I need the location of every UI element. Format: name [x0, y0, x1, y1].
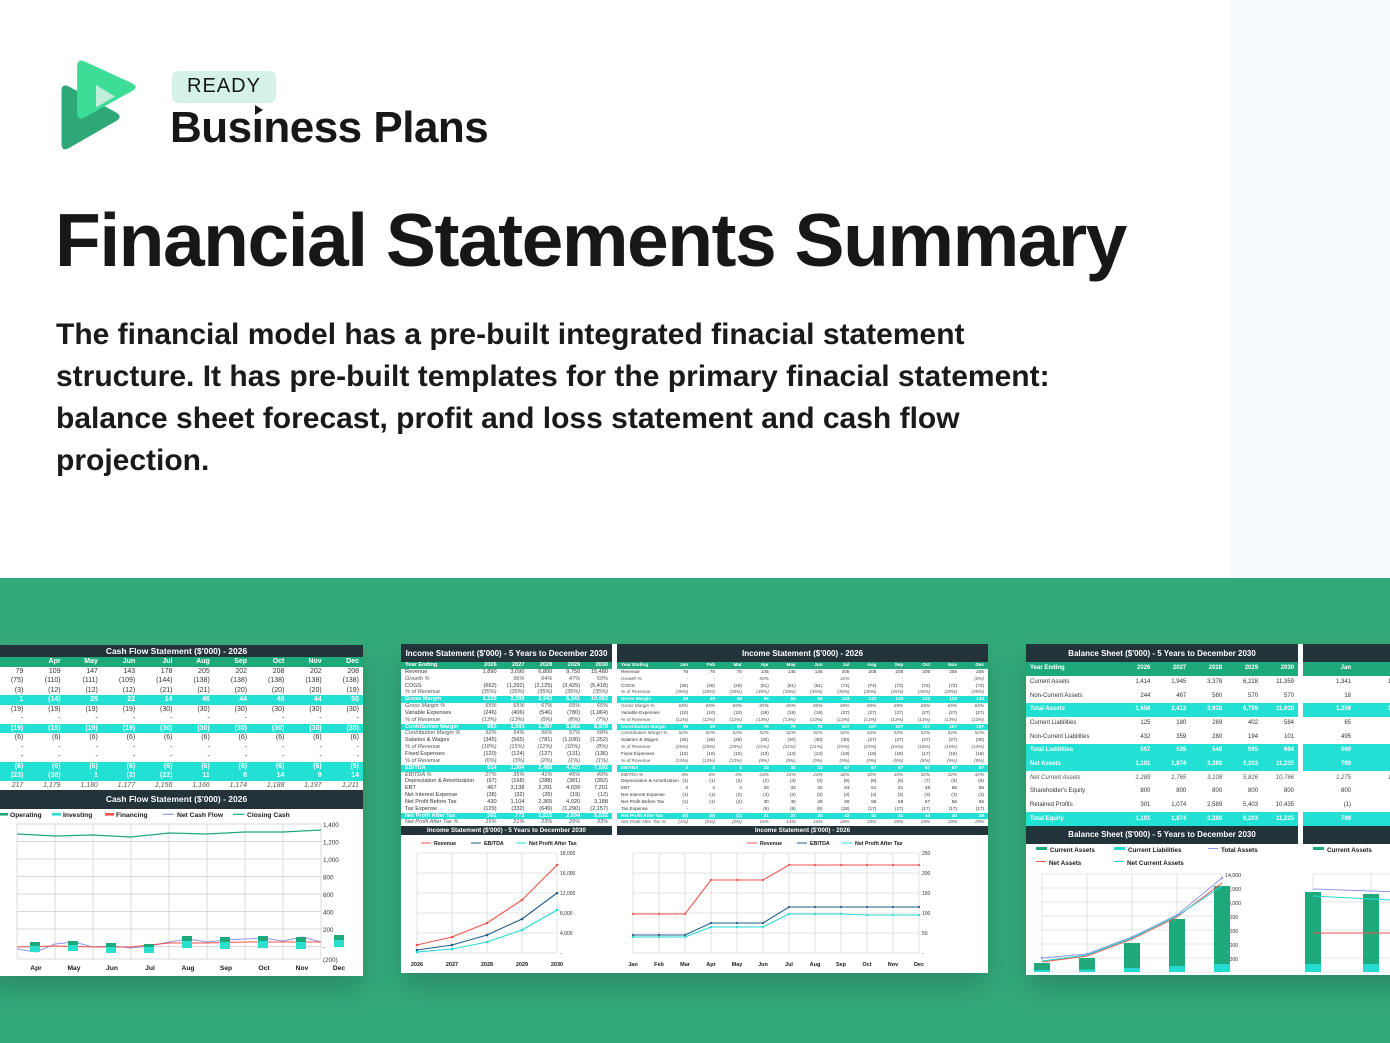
svg-text:400: 400 [323, 910, 334, 917]
svg-text:1,400: 1,400 [323, 822, 339, 829]
svg-text:18,000: 18,000 [560, 851, 576, 857]
svg-text:200: 200 [323, 927, 334, 934]
svg-text:Revenue: Revenue [434, 841, 456, 847]
svg-text:Net Assets: Net Assets [1049, 860, 1082, 867]
svg-text:Aug: Aug [182, 965, 195, 972]
svg-text:Nov: Nov [888, 962, 899, 968]
svg-text:4,000: 4,000 [560, 931, 573, 937]
svg-text:EBITDA: EBITDA [484, 841, 504, 847]
svg-text:800: 800 [323, 875, 334, 882]
svg-text:1,200: 1,200 [323, 840, 339, 847]
svg-text:Net Profit After Tax: Net Profit After Tax [855, 841, 903, 847]
svg-text:Feb: Feb [654, 962, 664, 968]
svg-text:Current Assets: Current Assets [1050, 847, 1095, 854]
svg-text:1,000: 1,000 [323, 857, 339, 864]
svg-text:2029: 2029 [516, 962, 528, 968]
svg-text:Aug: Aug [810, 962, 821, 968]
svg-text:Apr: Apr [30, 965, 42, 972]
svg-text:Jun: Jun [106, 965, 118, 972]
svg-text:Dec: Dec [914, 962, 924, 968]
svg-text:Total Assets: Total Assets [1221, 847, 1258, 854]
svg-text:Financing: Financing [116, 812, 148, 819]
svg-text:Closing Cash: Closing Cash [247, 812, 290, 819]
svg-text:Operating: Operating [10, 812, 42, 819]
svg-text:16,000: 16,000 [560, 871, 576, 877]
svg-text:Investing: Investing [63, 812, 92, 819]
svg-text:-: - [560, 951, 562, 957]
svg-text:Jan: Jan [628, 962, 638, 968]
svg-text:2026: 2026 [411, 962, 423, 968]
svg-text:Current Liabilities: Current Liabilities [1128, 847, 1182, 854]
svg-text:14,000: 14,000 [1225, 873, 1241, 879]
svg-text:May: May [67, 965, 80, 972]
svg-text:Jun: Jun [758, 962, 768, 968]
svg-text:(200): (200) [323, 957, 338, 964]
svg-text:Net Current Assets: Net Current Assets [1127, 860, 1184, 867]
svg-text:Apr: Apr [706, 962, 716, 968]
svg-text:8,000: 8,000 [560, 911, 573, 917]
svg-text:Sep: Sep [220, 965, 232, 972]
svg-text:200: 200 [922, 871, 931, 877]
svg-text:50: 50 [922, 931, 928, 937]
svg-text:2030: 2030 [551, 962, 563, 968]
svg-text:Jul: Jul [145, 965, 155, 972]
svg-text:-: - [323, 945, 325, 952]
svg-text:May: May [732, 962, 744, 968]
svg-text:250: 250 [922, 851, 931, 857]
svg-text:100: 100 [922, 911, 931, 917]
svg-text:-: - [922, 951, 924, 957]
svg-text:Oct: Oct [258, 965, 270, 972]
svg-text:600: 600 [323, 892, 334, 899]
svg-text:Revenue: Revenue [760, 841, 782, 847]
svg-text:Nov: Nov [296, 965, 309, 972]
svg-text:Oct: Oct [862, 962, 871, 968]
svg-text:Net Profit After Tax: Net Profit After Tax [529, 841, 577, 847]
svg-text:Current Assets: Current Assets [1327, 847, 1372, 854]
svg-text:Jul: Jul [785, 962, 793, 968]
svg-text:2027: 2027 [446, 962, 458, 968]
svg-text:EBITDA: EBITDA [810, 841, 830, 847]
svg-text:150: 150 [922, 891, 931, 897]
svg-text:Sep: Sep [836, 962, 847, 968]
svg-text:2028: 2028 [481, 962, 493, 968]
svg-text:Net Cash Flow: Net Cash Flow [177, 812, 224, 819]
svg-text:Dec: Dec [333, 965, 346, 972]
svg-text:Mar: Mar [680, 962, 691, 968]
svg-text:12,000: 12,000 [560, 891, 576, 897]
